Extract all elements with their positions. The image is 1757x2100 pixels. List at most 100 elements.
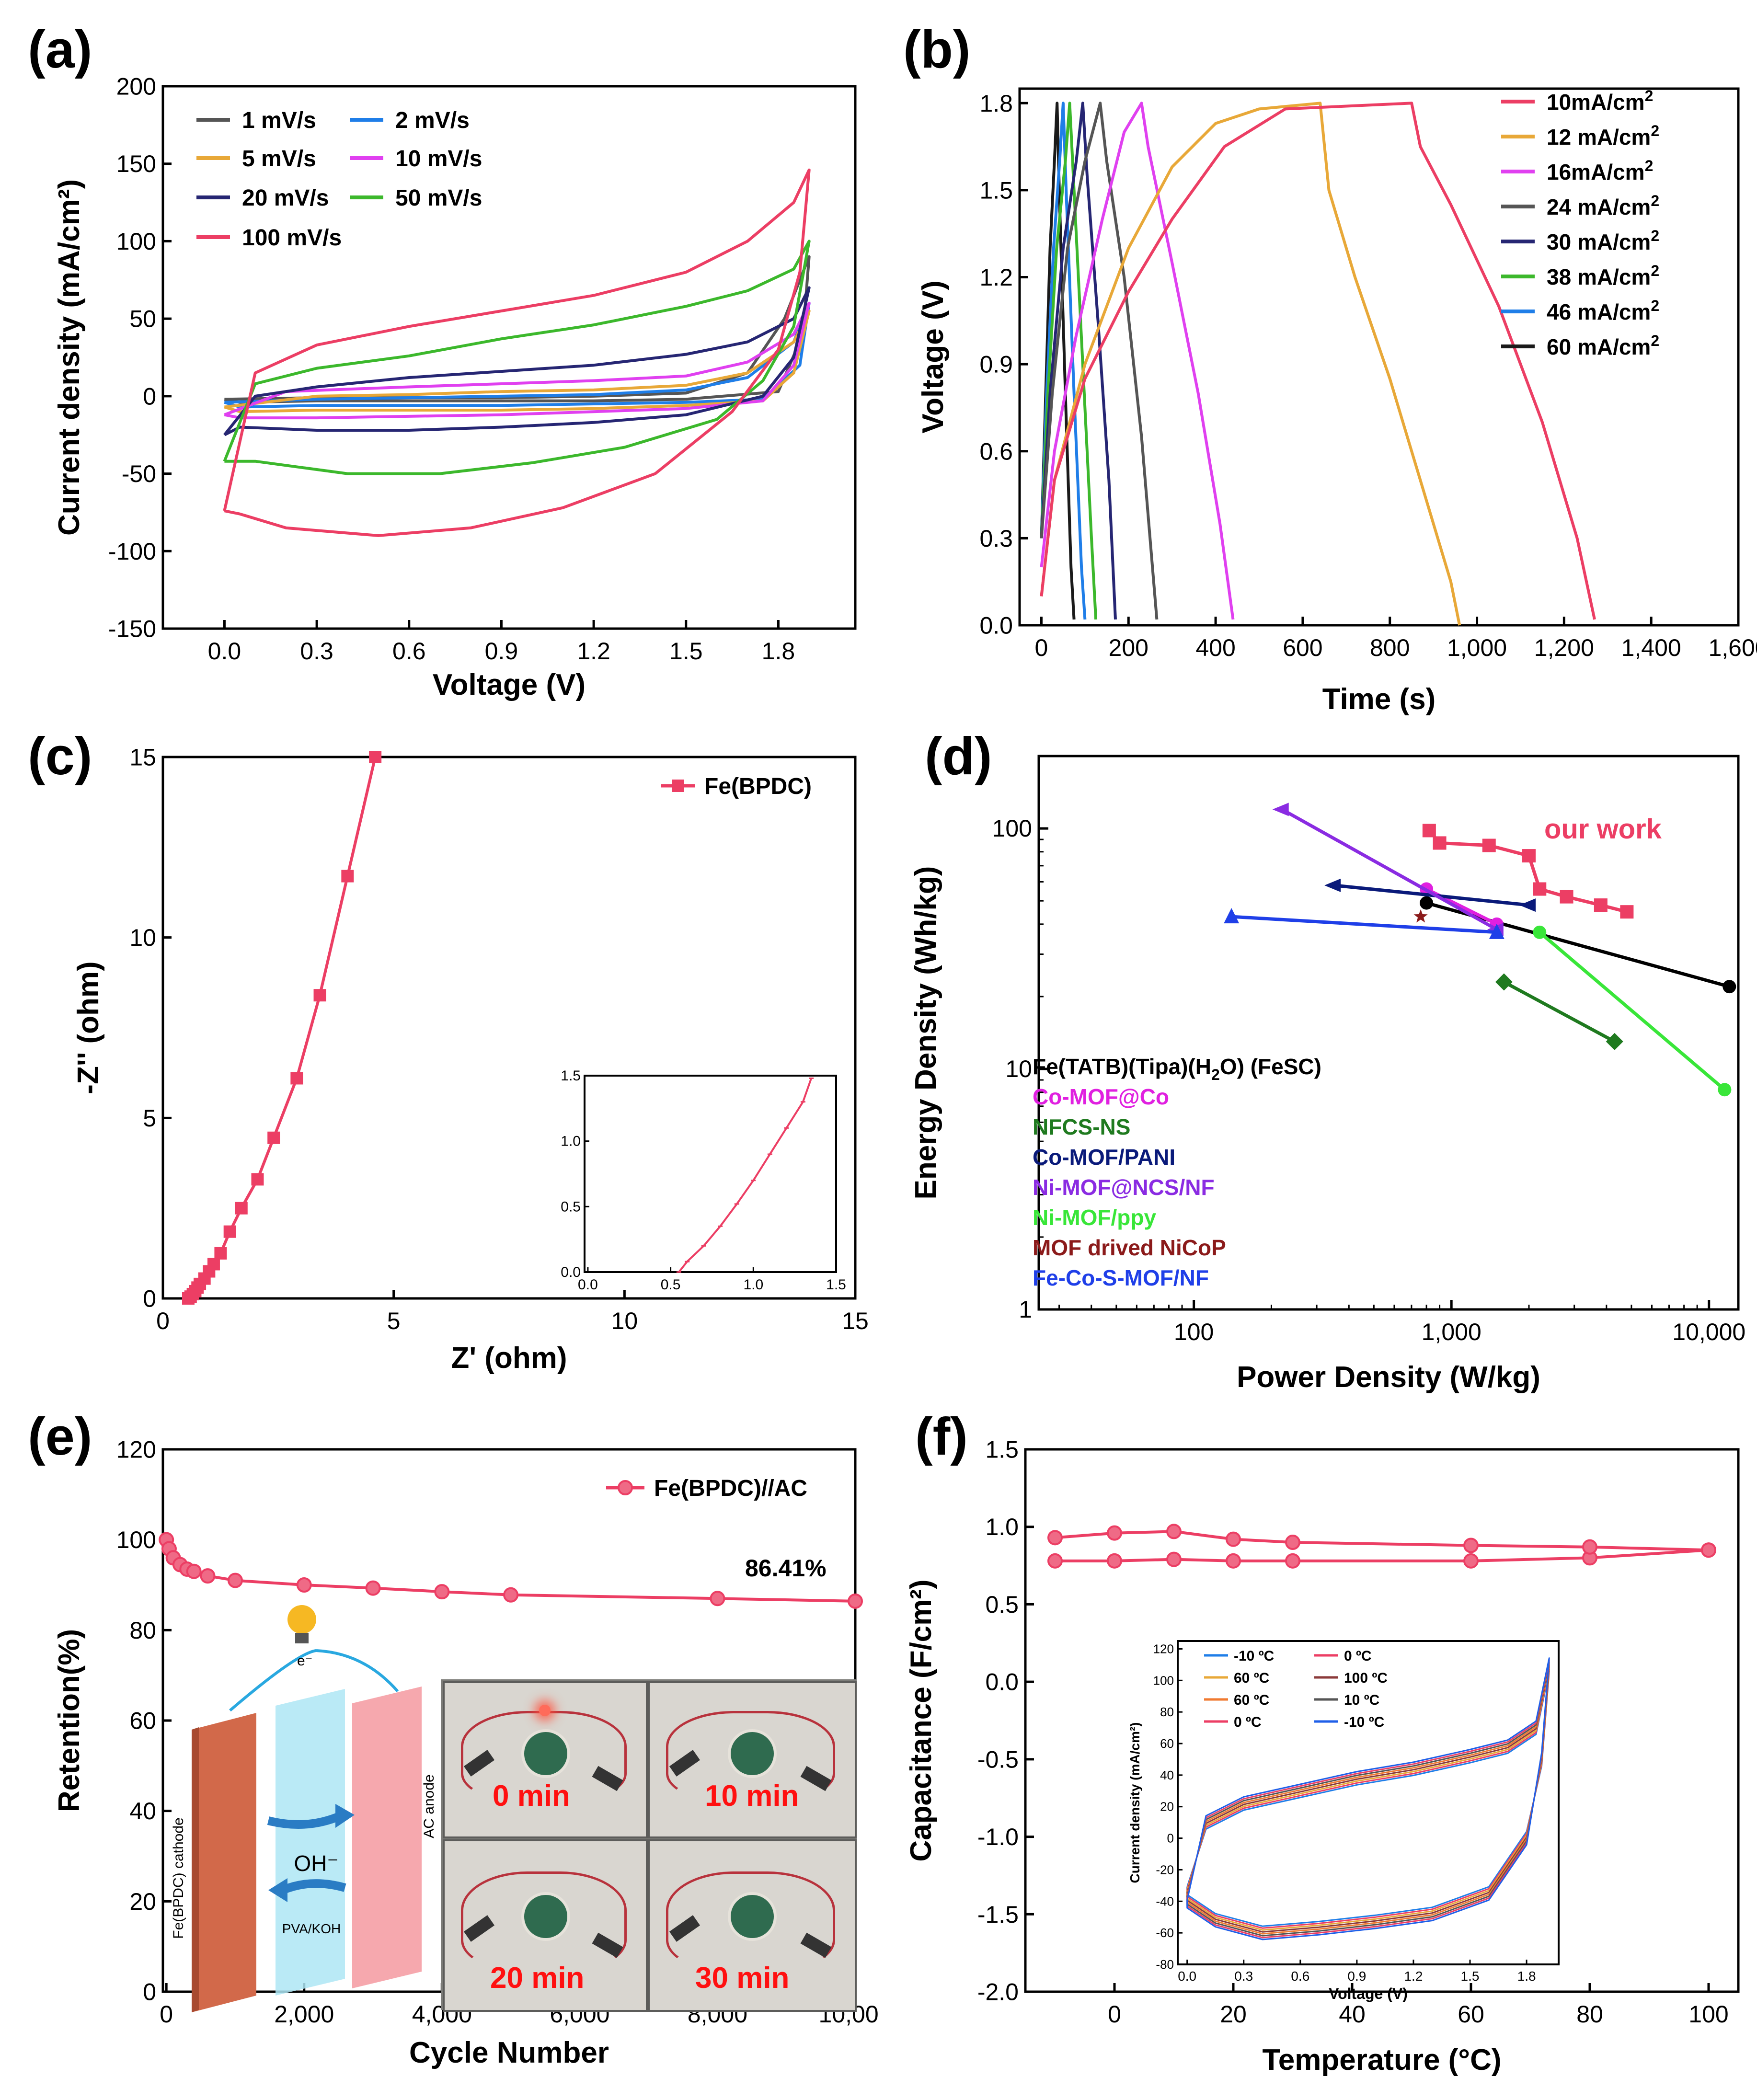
d-marker xyxy=(1433,836,1447,850)
b-series-12-mA-cm- xyxy=(1040,102,1461,626)
b-ytick-label: 1.5 xyxy=(979,177,1013,204)
f-inset-x-axis-title: Voltage (V) xyxy=(1329,1985,1408,2002)
b-series-60-mA-cm- xyxy=(1040,102,1076,620)
lightbulb-icon xyxy=(287,1605,316,1634)
f-inset-xtick-label: 0.6 xyxy=(1291,1969,1309,1984)
d-plot-frame xyxy=(1037,755,1740,1311)
c-xtick-label: 5 xyxy=(387,1308,401,1334)
chart-a-cv-curves: 0.0 0.3 0.6 0.9 1.2 1.5 1.8 -150 -100 -50 0 50 100 15… xyxy=(53,73,857,701)
d-marker xyxy=(1522,849,1536,863)
d-marker xyxy=(1482,838,1496,852)
a-ytick-label: -50 xyxy=(122,460,156,487)
chart-d-ragone: 100 1,000 10,000 1 10 100 Power Density (W/kg)… xyxy=(909,755,1746,1394)
f-inset-xtick-label: 0.9 xyxy=(1347,1969,1366,1984)
e-ytick-label: 100 xyxy=(116,1526,156,1553)
panel-label-c: (c) xyxy=(28,727,92,786)
a-ytick-label: 100 xyxy=(116,228,156,255)
c-series-line xyxy=(187,757,377,1300)
a-series-1-mV-s xyxy=(224,255,811,404)
a-legend-label: 2 mV/s xyxy=(395,108,470,133)
e-anode-label: AC anode xyxy=(421,1774,437,1838)
f-data-point xyxy=(1047,1553,1063,1569)
e-electron-label: e⁻ xyxy=(297,1653,313,1669)
chart-e-cycling: 02,0004,0006,0008,00010,0000204060801001… xyxy=(53,1436,878,2070)
a-xtick-label: 0.6 xyxy=(392,638,426,665)
e-cathode-edge xyxy=(192,1727,199,2012)
a-xtick-label: 0.0 xyxy=(208,638,241,665)
d-marker xyxy=(1620,905,1634,919)
chart-f-temperature: 0 20 40 60 80 100 -2.0 -1.5 -1.0 -0.5 0.0 0.5 1.0 1.5… xyxy=(905,1436,1740,2077)
device-photo-montage: 0 min 10 min 20 min 30 min xyxy=(441,1679,857,2012)
c-plot-frame xyxy=(161,756,857,1300)
a-xtick-label: 0.9 xyxy=(485,638,518,665)
a-series-10-mV-s xyxy=(224,301,811,420)
b-xtick-label: 400 xyxy=(1195,634,1235,661)
d-marker xyxy=(1533,882,1547,896)
d-marker xyxy=(1594,898,1608,912)
b-ytick-label: 0.0 xyxy=(979,612,1013,639)
f-inset-ytick-label: 20 xyxy=(1160,1800,1174,1814)
photo-tile-20min: 20 min xyxy=(443,1839,648,2012)
e-circuit-wire-left xyxy=(229,1649,317,1712)
photo-label-0min: 0 min xyxy=(493,1779,570,1813)
d-legend-label: Ni-MOF/ppy xyxy=(1033,1205,1156,1230)
d-legend-label: Ni-MOF@NCS/NF xyxy=(1033,1175,1215,1200)
f-inset-legend-label: 10 ºC xyxy=(1344,1692,1379,1708)
f-inset-xtick-label: 0.3 xyxy=(1234,1969,1253,1984)
a-ytick-label: 0 xyxy=(143,383,156,410)
a-series-100-mV-s xyxy=(223,168,811,537)
chart-b-gcd-curves: 0 200 400 600 800 1,000 1,200 1,400 1,600 0.0 0.3 0… xyxy=(917,87,1757,716)
d-legend-label: Fe-Co-S-MOF/NF xyxy=(1033,1265,1209,1290)
d-series-Ni-MOF-ppy xyxy=(1539,931,1726,1091)
d-marker xyxy=(1606,1033,1623,1050)
f-inset-xtick-label: 0.0 xyxy=(1178,1969,1196,1984)
b-series-38-mA-cm- xyxy=(1040,102,1098,620)
f-y-axis-title: Capacitance (F/cm²) xyxy=(905,1579,938,1861)
b-ytick-label: 1.2 xyxy=(979,264,1013,291)
d-marker xyxy=(1422,824,1436,838)
f-inset-legend-label: 60 ºC xyxy=(1234,1692,1269,1708)
f-inset-y-axis-title: Current density (mA/cm²) xyxy=(1127,1722,1142,1883)
lightbulb-base-icon xyxy=(295,1633,309,1643)
f-inset-xtick-label: 1.5 xyxy=(1461,1969,1480,1984)
e-cathode-label: Fe(BPDC) cathode xyxy=(171,1817,186,1939)
panel-label-b: (b) xyxy=(903,20,971,79)
c-data-point xyxy=(235,1202,248,1215)
panel-label-e: (e) xyxy=(28,1407,92,1466)
f-data-point xyxy=(1463,1538,1479,1553)
f-xtick-label: 100 xyxy=(1688,2001,1728,2028)
f-inset-ytick-label: 60 xyxy=(1160,1736,1174,1751)
b-xtick-label: 200 xyxy=(1109,634,1148,661)
f-inset-legend-label: -10 ºC xyxy=(1234,1648,1274,1664)
d-series-Fe-Co-S-MOF-NF xyxy=(1231,915,1497,934)
c-legend-marker xyxy=(672,780,684,792)
b-ytick-label: 1.8 xyxy=(979,90,1013,117)
d-marker xyxy=(1519,898,1536,912)
b-series-10mA-cm- xyxy=(1040,102,1596,620)
d-marker xyxy=(1272,803,1289,816)
e-ytick-label: 0 xyxy=(143,1979,156,2006)
e-data-point xyxy=(186,1563,202,1579)
d-series-Ni-MOF-NCS-NF xyxy=(1281,808,1498,931)
c-inset-ytick-label: 1.0 xyxy=(561,1134,581,1149)
e-ytick-label: 40 xyxy=(129,1798,156,1825)
c-ytick-label: 0 xyxy=(143,1285,156,1312)
e-ion-arrow-left-icon xyxy=(281,1879,346,1894)
c-data-point xyxy=(290,1072,303,1085)
e-xtick-label: 2,000 xyxy=(274,2001,334,2028)
c-legend-label: Fe(BPDC) xyxy=(704,774,812,799)
e-data-point xyxy=(227,1572,243,1588)
d-marker xyxy=(1723,980,1736,994)
b-xtick-label: 1,400 xyxy=(1621,634,1681,661)
b-legend-label: 38 mA/cm2 xyxy=(1547,262,1659,289)
f-data-point xyxy=(1285,1553,1300,1569)
b-plot-frame xyxy=(1018,87,1740,627)
f-inset-xtick-label: 1.8 xyxy=(1517,1969,1536,1984)
f-inset-legend-label: 100 ºC xyxy=(1344,1670,1388,1686)
d-ytick-label: 1 xyxy=(1019,1296,1032,1323)
b-legend-label: 10mA/cm2 xyxy=(1547,87,1653,115)
d-marker xyxy=(1560,890,1573,904)
photo-label-20min: 20 min xyxy=(490,1962,585,1995)
a-series-50-mV-s xyxy=(223,240,811,475)
c-xtick-label: 0 xyxy=(156,1308,170,1334)
